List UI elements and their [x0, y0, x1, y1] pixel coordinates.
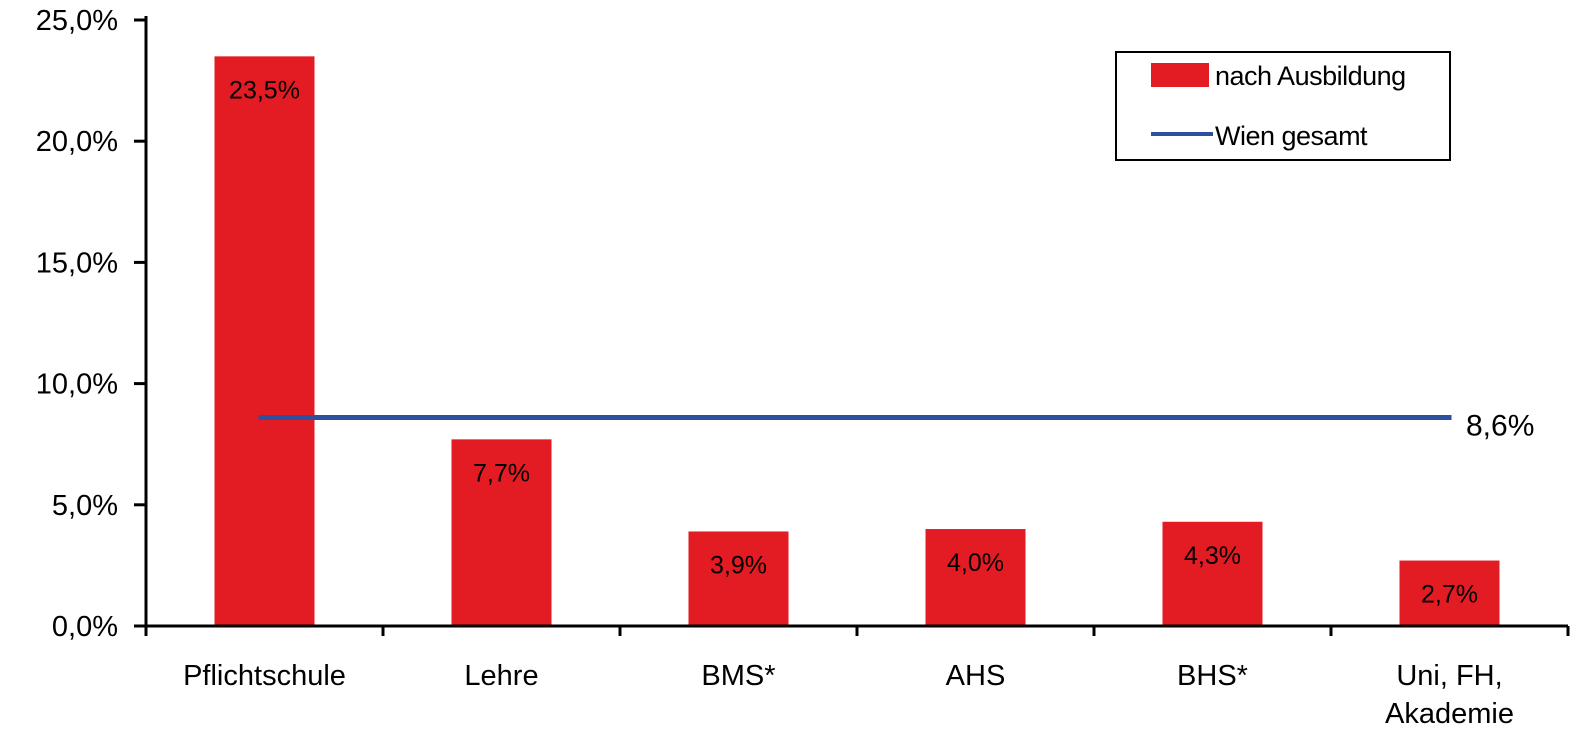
data-label: 4,3% [1184, 542, 1241, 570]
legend-swatch-bar [1151, 63, 1209, 87]
data-label: 23,5% [229, 76, 300, 104]
bar [214, 56, 315, 627]
y-tick-label: 5,0% [52, 490, 118, 522]
x-tick-label: BMS* [701, 660, 775, 692]
y-tick-label: 10,0% [36, 369, 118, 401]
reference-line-label: 8,6% [1466, 410, 1534, 443]
data-label: 7,7% [473, 459, 530, 487]
legend-swatch-line [1151, 132, 1213, 136]
bar [925, 529, 1026, 626]
x-tick-label: Pflichtschule [183, 660, 346, 692]
y-tick-label: 15,0% [36, 247, 118, 279]
data-label: 4,0% [947, 549, 1004, 577]
legend-label-bars: nach Ausbildung [1215, 61, 1406, 91]
legend: nach Ausbildung Wien gesamt [1115, 51, 1451, 161]
x-tick-label: AHS [946, 660, 1006, 692]
x-tick-label: BHS* [1177, 660, 1248, 692]
x-tick-label: Lehre [464, 660, 538, 692]
legend-label-line: Wien gesamt [1215, 121, 1368, 151]
bar [688, 531, 789, 626]
bar [451, 439, 552, 626]
data-label: 3,9% [710, 551, 767, 579]
bar [1399, 560, 1500, 626]
y-tick-label: 0,0% [52, 611, 118, 643]
y-tick-label: 20,0% [36, 126, 118, 158]
y-tick-label: 25,0% [36, 5, 118, 37]
x-tick-label: Uni, FH, Akademie [1385, 660, 1514, 730]
bar [1162, 521, 1263, 626]
data-label: 2,7% [1421, 581, 1478, 609]
